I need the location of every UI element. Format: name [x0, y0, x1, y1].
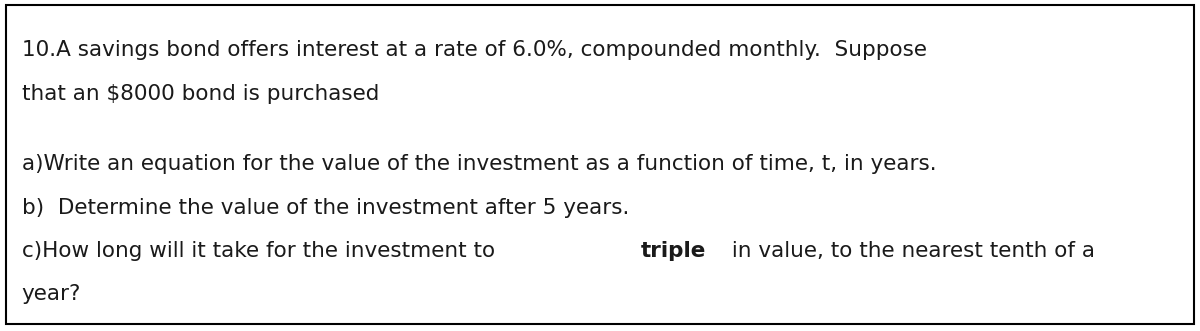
- Text: that an $8000 bond is purchased: that an $8000 bond is purchased: [22, 84, 379, 104]
- Text: 10.A savings bond offers interest at a rate of 6.0%, compounded monthly.  Suppos: 10.A savings bond offers interest at a r…: [22, 40, 926, 60]
- Text: b)  Determine the value of the investment after 5 years.: b) Determine the value of the investment…: [22, 198, 629, 218]
- Text: a)Write an equation for the value of the investment as a function of time, t, in: a)Write an equation for the value of the…: [22, 154, 936, 174]
- Text: in value, to the nearest tenth of a: in value, to the nearest tenth of a: [725, 241, 1096, 261]
- FancyBboxPatch shape: [6, 5, 1194, 324]
- Text: triple: triple: [641, 241, 707, 261]
- Text: year?: year?: [22, 284, 80, 304]
- Text: c)How long will it take for the investment to: c)How long will it take for the investme…: [22, 241, 502, 261]
